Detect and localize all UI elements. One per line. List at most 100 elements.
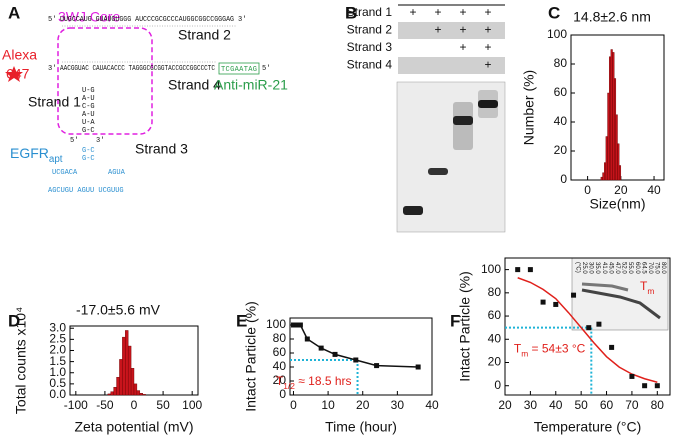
dye-label: Alexa <box>2 47 37 63</box>
y-axis-label: Intact Particle (%) <box>457 271 473 381</box>
row-label: Strand 2 <box>347 23 393 37</box>
panel-label: B <box>345 3 357 22</box>
chart-title: -17.0±5.6 mV <box>76 302 161 318</box>
gel-band <box>478 100 498 108</box>
inset-label: 70.0 <box>647 262 653 274</box>
panel-label: F <box>450 311 460 330</box>
bar <box>610 49 613 181</box>
point <box>353 357 359 363</box>
x-tick-label: -100 <box>64 398 88 412</box>
bar <box>605 136 608 181</box>
bar <box>607 92 610 181</box>
x-axis-label: Size(nm) <box>589 196 645 212</box>
inset-label: 45.0 <box>607 262 613 274</box>
sequence: 5' <box>48 16 56 24</box>
x-tick-label: 0 <box>131 398 138 412</box>
bar <box>615 114 618 181</box>
point <box>571 292 577 298</box>
row-label: Strand 1 <box>347 5 393 19</box>
point <box>629 373 635 379</box>
lane-mark: + <box>459 40 466 54</box>
bar <box>613 78 617 181</box>
y-tick-label: 60 <box>488 308 502 322</box>
gel-band <box>453 116 473 125</box>
strand-label: Strand 1 <box>28 94 81 110</box>
point <box>527 267 533 273</box>
core-outline <box>57 27 153 135</box>
panel-label: A <box>8 3 20 22</box>
y-tick-label: 40 <box>488 331 502 345</box>
x-tick-label: 50 <box>156 398 170 412</box>
aptamer-seq: AGUA <box>108 169 126 177</box>
x-axis-label: Temperature (°C) <box>534 419 642 435</box>
y-tick-label: 0.0 <box>49 387 66 401</box>
x-tick-label: -50 <box>96 398 114 412</box>
bar <box>110 391 114 396</box>
sequence: 3' <box>48 65 56 73</box>
point <box>596 321 602 327</box>
x-tick-label: 0 <box>290 398 297 412</box>
x-tick-label: 80 <box>651 398 665 412</box>
gel-band <box>403 206 423 215</box>
y-tick-label: 1.0 <box>49 365 66 379</box>
bar <box>142 394 146 396</box>
bar <box>618 165 622 181</box>
x-tick-label: 20 <box>356 398 370 412</box>
x-axis-label: Time (hour) <box>325 419 397 435</box>
stem-pair: A-U <box>82 111 95 119</box>
point <box>515 267 521 273</box>
point <box>318 345 324 351</box>
bar <box>113 387 117 396</box>
x-tick-label: 40 <box>549 398 563 412</box>
bar <box>612 52 615 181</box>
stem-pair: U-A <box>82 119 95 127</box>
sequence: AACGGUAC CAUACACCC TAGGGCGCGGTACCGCCGGCC… <box>60 65 215 73</box>
inset-marker-part: m <box>647 286 654 296</box>
inset-label: 47.0 <box>614 262 620 274</box>
y-tick-label: 40 <box>273 359 287 373</box>
bar <box>139 393 143 396</box>
y-tick-label: 0 <box>279 387 286 401</box>
point <box>332 351 338 357</box>
x-axis-label: Zeta potential (mV) <box>74 419 193 435</box>
y-tick-label: 80 <box>488 285 502 299</box>
bar <box>116 376 120 396</box>
stem-pair: G-C <box>82 127 95 135</box>
bar <box>133 383 138 396</box>
stem-pair: A-U <box>82 95 95 103</box>
bar <box>604 162 607 181</box>
y-tick-label: 20 <box>273 373 287 387</box>
annotation: T1/2 ≈ 18.5 hrs <box>276 374 352 391</box>
aptamer-label-part: apt <box>49 154 63 165</box>
y-tick-label: 80 <box>273 331 287 345</box>
bar <box>125 330 129 396</box>
x-tick-label: 20 <box>614 183 628 197</box>
inset-label: 60.0 <box>634 262 640 274</box>
bar <box>130 368 135 396</box>
bar <box>127 345 132 396</box>
annotation-part: 1/2 <box>283 381 295 391</box>
annotation-part: m <box>521 349 528 359</box>
bar <box>600 176 603 181</box>
lane-mark: + <box>484 40 491 54</box>
y-axis-label: Total counts x10⁴ <box>13 307 29 414</box>
stem-pair: 5' <box>70 137 78 145</box>
point <box>654 383 660 389</box>
annotation-part: = 54±3 °C <box>528 342 585 356</box>
sequence: 3' <box>238 16 246 24</box>
dye-label: 647 <box>6 66 30 82</box>
inset-bands <box>581 288 661 320</box>
inset-label: 25.0 <box>581 262 587 274</box>
y-tick-label: 1.5 <box>49 354 66 368</box>
x-tick-label: 40 <box>647 183 661 197</box>
inset-label: (°C) <box>574 262 580 273</box>
y-tick-label: 60 <box>273 345 287 359</box>
bar <box>119 359 123 396</box>
aptamer-label-part: EGFR <box>10 145 49 161</box>
row-label: Strand 3 <box>347 40 393 54</box>
point <box>540 299 546 305</box>
aptamer-label: EGFRapt <box>10 145 63 165</box>
point <box>586 325 592 331</box>
lane-mark: + <box>459 23 466 37</box>
